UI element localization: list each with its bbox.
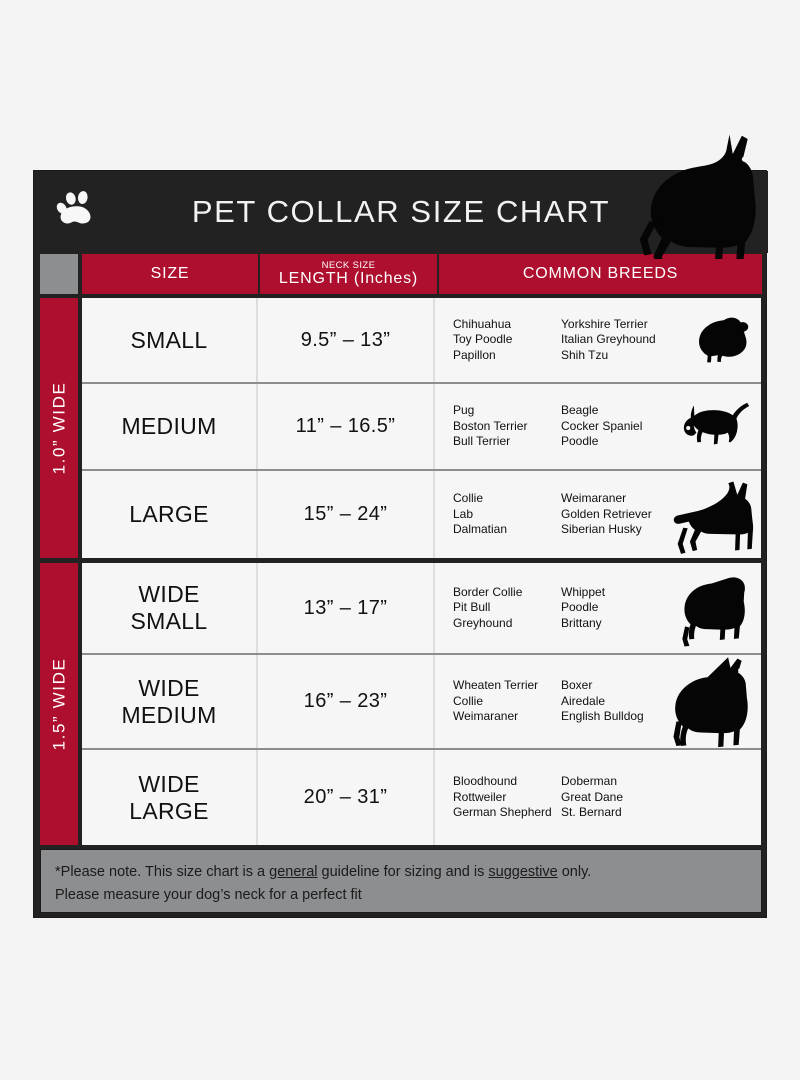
cell-neck-length: 15” – 24” bbox=[258, 471, 435, 558]
pet-collar-size-chart: PET COLLAR SIZE CHART SIZE NECK SI bbox=[33, 134, 768, 918]
cell-size: MEDIUM bbox=[82, 384, 258, 469]
breed-column-1: Pug Boston Terrier Bull Terrier bbox=[453, 403, 528, 449]
breed-column-1: Bloodhound Rottweiler German Shepherd bbox=[453, 774, 552, 820]
footer-line-1: *Please note. This size chart is a gener… bbox=[55, 861, 747, 884]
table-row: MEDIUM 11” – 16.5” Pug Boston Terrier Bu… bbox=[82, 384, 761, 471]
column-header-neck-size-eyebrow: NECK SIZE bbox=[321, 259, 376, 271]
footer-line-2: Please measure your dog’s neck for a per… bbox=[55, 887, 362, 903]
cell-common-breeds: Pug Boston Terrier Bull Terrier Beagle C… bbox=[435, 384, 761, 469]
cell-size: WIDE MEDIUM bbox=[82, 655, 258, 748]
column-header-length-label: LENGTH (Inches) bbox=[278, 269, 419, 287]
breed-column-1: Chihuahua Toy Poodle Papillon bbox=[453, 316, 513, 362]
breed-column-2: Whippet Poodle Brittany bbox=[561, 584, 606, 630]
table-row: SMALL 9.5” – 13” Chihuahua Toy Poodle Pa… bbox=[82, 298, 761, 384]
breed-column-2: Boxer Airedale English Bulldog bbox=[561, 678, 644, 724]
shepherd-dog-silhouette bbox=[667, 477, 761, 558]
footer-text-b: guideline for sizing and is bbox=[317, 864, 489, 880]
table-header-row: SIZE NECK SIZE LENGTH (Inches) COMMON BR… bbox=[34, 253, 768, 295]
header-corner-cell bbox=[40, 254, 78, 294]
cell-neck-length: 9.5” – 13” bbox=[258, 298, 435, 382]
footer-text-c: only. bbox=[557, 864, 592, 880]
table-row: WIDE LARGE 20” – 31” Bloodhound Rottweil… bbox=[82, 750, 761, 845]
paw-print-icon bbox=[698, 187, 746, 235]
group-2-rows: WIDE SMALL 13” – 17” Border Collie Pit B… bbox=[82, 563, 761, 845]
cell-common-breeds: Chihuahua Toy Poodle Papillon Yorkshire … bbox=[435, 298, 761, 382]
cell-size: WIDE SMALL bbox=[82, 563, 258, 653]
cell-size: WIDE LARGE bbox=[82, 750, 258, 845]
group-1-rows: SMALL 9.5” – 13” Chihuahua Toy Poodle Pa… bbox=[82, 298, 761, 558]
footer-underline-suggestive: suggestive bbox=[488, 864, 558, 880]
footer-text-a: *Please note. This size chart is a bbox=[55, 864, 270, 880]
size-group-1-5-inch: 1.5” WIDE WIDE SMALL 13” – 17” Border Co… bbox=[40, 562, 762, 846]
column-header-common-breeds: COMMON BREEDS bbox=[439, 254, 762, 294]
cell-size: SMALL bbox=[82, 298, 258, 382]
boxer-dog-silhouette bbox=[667, 655, 761, 748]
group-width-label-1: 1.0” WIDE bbox=[40, 298, 78, 558]
chart-title-bar: PET COLLAR SIZE CHART bbox=[34, 171, 768, 253]
column-header-neck-length: NECK SIZE LENGTH (Inches) bbox=[260, 254, 437, 294]
size-group-1-inch: 1.0” WIDE SMALL 9.5” – 13” Chihuahua Toy… bbox=[40, 297, 762, 559]
cell-neck-length: 16” – 23” bbox=[258, 655, 435, 748]
beagle-dog-silhouette bbox=[679, 396, 761, 463]
breed-column-1: Wheaten Terrier Collie Weimaraner bbox=[453, 678, 539, 724]
cell-common-breeds: Border Collie Pit Bull Greyhound Whippet… bbox=[435, 563, 761, 653]
breed-column-1: Collie Lab Dalmatian bbox=[453, 491, 508, 537]
cell-common-breeds: Bloodhound Rottweiler German Shepherd Do… bbox=[435, 750, 761, 845]
footer-disclaimer: *Please note. This size chart is a gener… bbox=[40, 849, 762, 913]
bulldog-silhouette bbox=[673, 571, 759, 652]
table-row: WIDE MEDIUM 16” – 23” Wheaten Terrier Co… bbox=[82, 655, 761, 750]
pomeranian-dog-silhouette bbox=[693, 314, 755, 375]
cell-common-breeds: Collie Lab Dalmatian Weimaraner Golden R… bbox=[435, 471, 761, 558]
cell-common-breeds: Wheaten Terrier Collie Weimaraner Boxer … bbox=[435, 655, 761, 748]
table-row: WIDE SMALL 13” – 17” Border Collie Pit B… bbox=[82, 563, 761, 655]
column-header-size: SIZE bbox=[82, 254, 258, 294]
table-row: LARGE 15” – 24” Collie Lab Dalmatian Wei… bbox=[82, 471, 761, 558]
cell-size: LARGE bbox=[82, 471, 258, 558]
breed-column-2: Beagle Cocker Spaniel Poodle bbox=[561, 403, 643, 449]
group-width-label-2: 1.5” WIDE bbox=[40, 563, 78, 845]
breed-column-2: Doberman Great Dane St. Bernard bbox=[561, 774, 624, 820]
page-title: PET COLLAR SIZE CHART bbox=[191, 194, 611, 229]
breed-column-1: Border Collie Pit Bull Greyhound bbox=[453, 584, 523, 630]
breed-column-2: Weimaraner Golden Retriever Siberian Hus… bbox=[561, 491, 652, 537]
footer-underline-general: general bbox=[269, 864, 318, 880]
cell-neck-length: 20” – 31” bbox=[258, 750, 435, 845]
cell-neck-length: 13” – 17” bbox=[258, 563, 435, 653]
paw-print-icon bbox=[54, 187, 102, 235]
cell-neck-length: 11” – 16.5” bbox=[258, 384, 435, 469]
breed-column-2: Yorkshire Terrier Italian Greyhound Shih… bbox=[561, 316, 656, 362]
